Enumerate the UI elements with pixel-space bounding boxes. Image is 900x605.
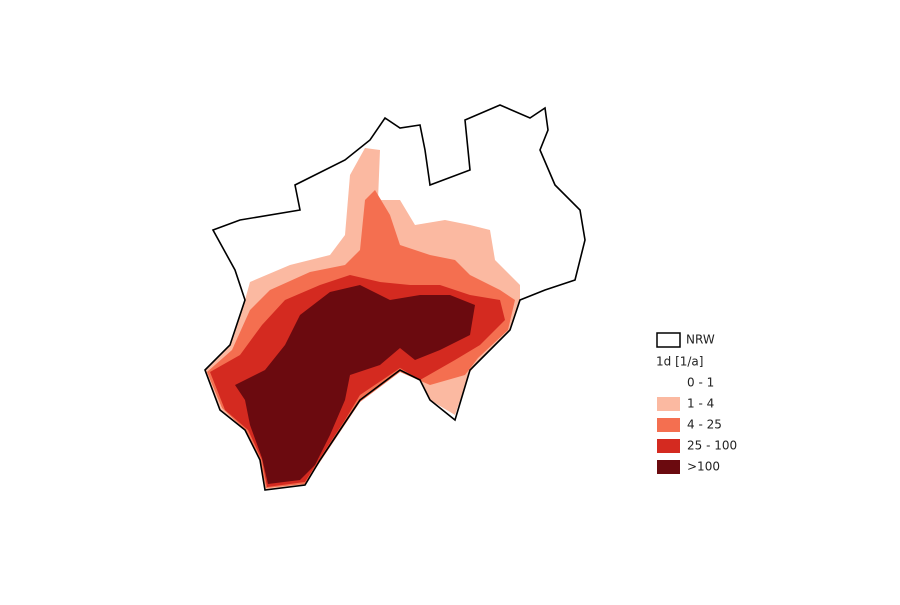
class-label: 0 - 1 (687, 376, 714, 390)
legend-title: 1d [1/a] (656, 355, 703, 369)
class-label: 4 - 25 (687, 418, 722, 432)
class-swatch (657, 397, 680, 411)
class-swatch (657, 460, 680, 474)
class-swatch (657, 439, 680, 453)
legend: NRW 1d [1/a] 0 - 1 1 - 4 4 - 25 25 - 100 >10… (656, 332, 737, 474)
class-label: >100 (687, 460, 720, 474)
nrw-outline (204, 104, 586, 491)
region-over-100 (235, 285, 475, 484)
map (204, 104, 586, 491)
outline-label: NRW (686, 333, 715, 347)
class-label: 1 - 4 (687, 397, 714, 411)
class-label: 25 - 100 (687, 439, 737, 453)
legend-classes: 0 - 1 1 - 4 4 - 25 25 - 100 >100 (657, 376, 737, 474)
class-swatch (657, 376, 680, 390)
class-swatch (657, 418, 680, 432)
outline-swatch (656, 332, 681, 348)
